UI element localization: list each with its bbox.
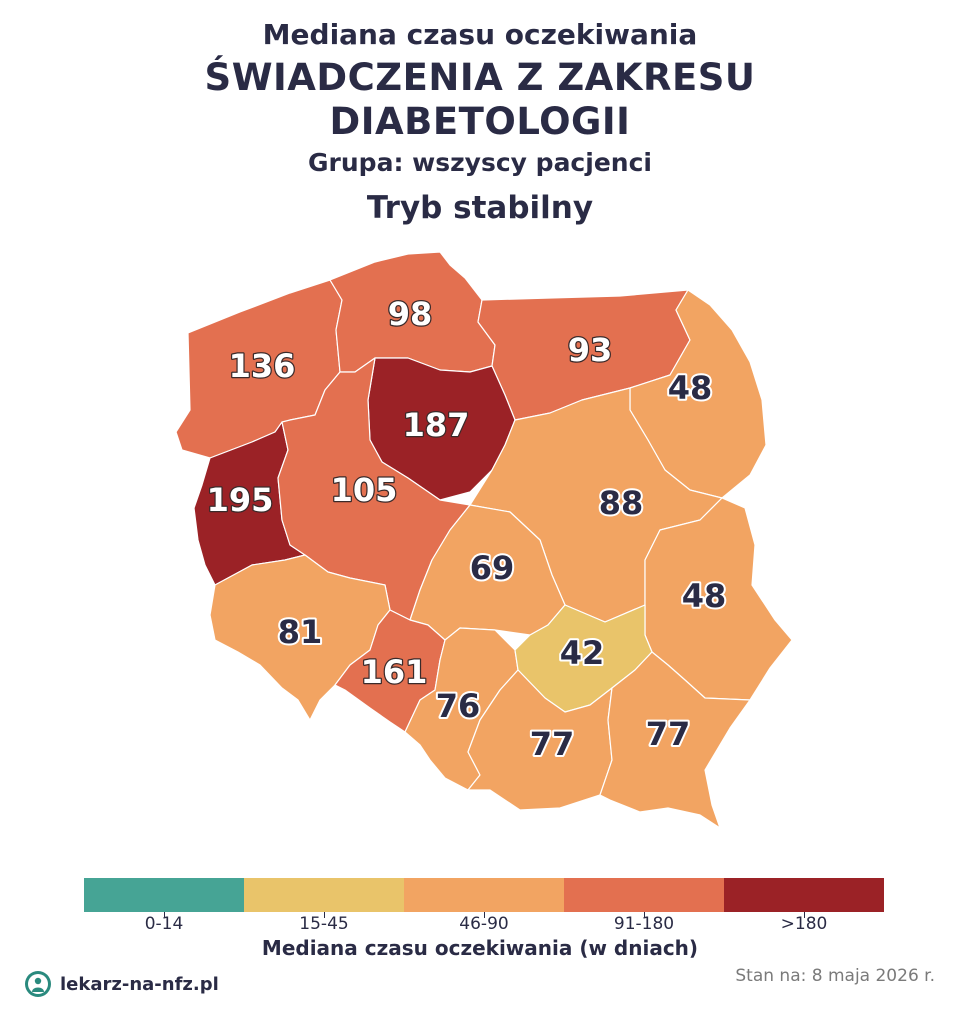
map-subtitle: Mediana czasu oczekiwania xyxy=(262,18,698,51)
legend-segment-46-90 xyxy=(404,878,564,912)
value-wielkopolskie: 105 xyxy=(331,471,398,509)
value-opolskie: 161 xyxy=(361,653,428,691)
legend-segment-over-180 xyxy=(724,878,884,912)
poland-map: 136 98 93 48 195 187 105 88 69 48 81 161… xyxy=(175,251,793,829)
legend-segment-0-14 xyxy=(84,878,244,912)
map-title: ŚWIADCZENIA Z ZAKRESU DIABETOLOGII xyxy=(0,56,960,144)
mode-label: Tryb stabilny xyxy=(366,190,594,226)
region-values: 136 98 93 48 195 187 105 88 69 48 81 161… xyxy=(205,294,728,765)
value-kujawsko-pomorskie: 187 xyxy=(403,406,470,444)
value-lubelskie: 48 xyxy=(682,577,727,615)
legend-title: Mediana czasu oczekiwania (w dniach) xyxy=(261,936,699,960)
value-lubuskie: 195 xyxy=(207,481,274,519)
legend-ticks xyxy=(84,912,884,918)
value-warminsko-mazurskie: 93 xyxy=(568,331,613,369)
value-slaskie: 76 xyxy=(436,687,481,725)
legend-tick xyxy=(804,912,805,918)
legend-tick xyxy=(644,912,645,918)
title-line-1: ŚWIADCZENIA Z ZAKRESU xyxy=(204,56,756,99)
legend-color-bar xyxy=(84,878,884,912)
brand-logo[interactable]: lekarz-na-nfz.pl xyxy=(24,970,219,998)
value-podkarpackie: 77 xyxy=(646,715,691,753)
stethoscope-icon xyxy=(25,971,51,997)
legend-tick xyxy=(324,912,325,918)
legend-segment-91-180 xyxy=(564,878,724,912)
region-malopolskie[interactable] xyxy=(467,669,613,811)
legend-tick xyxy=(484,912,485,918)
value-zachodniopomorskie: 136 xyxy=(229,347,296,385)
legend-label: 0-14 xyxy=(144,914,184,934)
value-mazowieckie: 88 xyxy=(599,484,644,522)
legend-label: 91-180 xyxy=(613,914,675,934)
legend-label: 15-45 xyxy=(299,914,349,934)
legend-tick xyxy=(164,912,165,918)
legend-segment-15-45 xyxy=(244,878,404,912)
legend-label: >180 xyxy=(780,914,828,934)
regions xyxy=(175,251,793,829)
legend-label: 46-90 xyxy=(459,914,509,934)
legend-labels: 0-14 15-45 46-90 91-180 >180 xyxy=(84,914,884,934)
value-pomorskie: 98 xyxy=(388,295,433,333)
patient-group-label: Grupa: wszyscy pacjenci xyxy=(308,148,652,177)
brand-name: lekarz-na-nfz.pl xyxy=(60,973,219,995)
value-lodzkie: 69 xyxy=(470,549,515,587)
value-dolnoslaskie: 81 xyxy=(278,613,323,651)
value-swietokrzyskie: 42 xyxy=(560,634,605,672)
title-line-2: DIABETOLOGII xyxy=(329,100,631,143)
region-podkarpackie[interactable] xyxy=(599,651,751,829)
data-date: Stan na: 8 maja 2026 r. xyxy=(735,966,935,986)
value-malopolskie: 77 xyxy=(530,725,575,763)
value-podlaskie: 48 xyxy=(668,369,713,407)
